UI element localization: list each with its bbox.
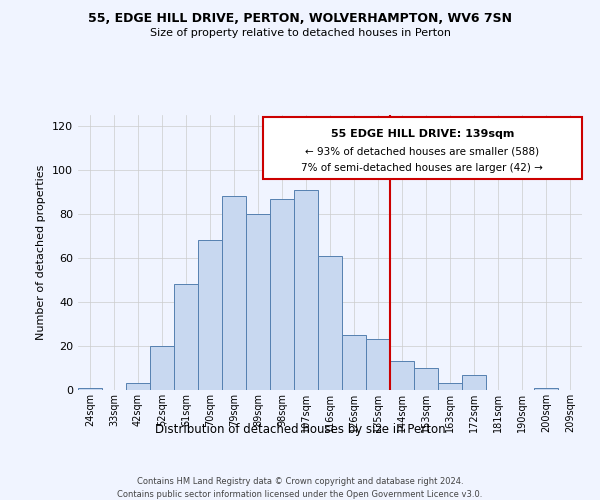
Bar bbox=[126, 384, 150, 390]
Text: 7% of semi-detached houses are larger (42) →: 7% of semi-detached houses are larger (4… bbox=[301, 162, 544, 172]
Bar bbox=[534, 388, 558, 390]
Bar bbox=[174, 284, 198, 390]
Bar bbox=[438, 384, 462, 390]
Text: 55, EDGE HILL DRIVE, PERTON, WOLVERHAMPTON, WV6 7SN: 55, EDGE HILL DRIVE, PERTON, WOLVERHAMPT… bbox=[88, 12, 512, 26]
Text: ← 93% of detached houses are smaller (588): ← 93% of detached houses are smaller (58… bbox=[305, 146, 539, 156]
Text: Distribution of detached houses by size in Perton: Distribution of detached houses by size … bbox=[155, 422, 445, 436]
Bar bbox=[198, 240, 222, 390]
Bar bbox=[150, 346, 174, 390]
Text: Contains HM Land Registry data © Crown copyright and database right 2024.: Contains HM Land Registry data © Crown c… bbox=[137, 478, 463, 486]
Bar bbox=[318, 256, 342, 390]
Bar bbox=[462, 374, 486, 390]
Bar bbox=[270, 198, 294, 390]
FancyBboxPatch shape bbox=[263, 117, 582, 179]
Bar bbox=[78, 388, 102, 390]
Bar bbox=[246, 214, 270, 390]
Text: 55 EDGE HILL DRIVE: 139sqm: 55 EDGE HILL DRIVE: 139sqm bbox=[331, 130, 514, 140]
Bar bbox=[366, 340, 390, 390]
Text: Size of property relative to detached houses in Perton: Size of property relative to detached ho… bbox=[149, 28, 451, 38]
Y-axis label: Number of detached properties: Number of detached properties bbox=[37, 165, 46, 340]
Bar bbox=[294, 190, 318, 390]
Bar bbox=[414, 368, 438, 390]
Text: Contains public sector information licensed under the Open Government Licence v3: Contains public sector information licen… bbox=[118, 490, 482, 499]
Bar bbox=[222, 196, 246, 390]
Bar bbox=[390, 362, 414, 390]
Bar bbox=[342, 335, 366, 390]
